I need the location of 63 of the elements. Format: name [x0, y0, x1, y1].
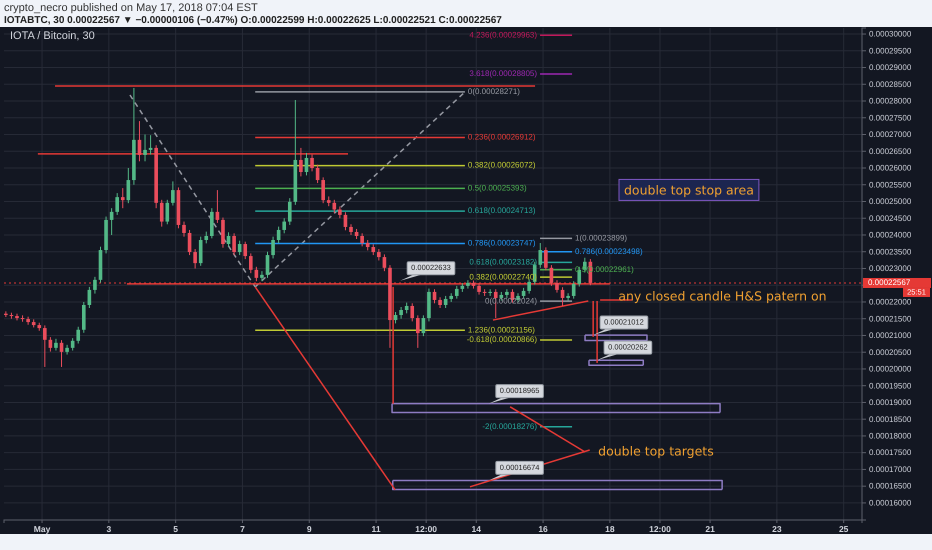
annotation: any closed candle H&S patern on — [618, 288, 827, 304]
y-tick-label: 0.00022000 — [869, 298, 912, 307]
y-tick-label: 0.00016500 — [869, 482, 912, 491]
y-tick-label: 0.00017000 — [869, 464, 912, 474]
y-tick-label: 0.00029000 — [869, 63, 912, 72]
x-tick-label: 3 — [106, 524, 112, 534]
x-tick-label: May — [34, 524, 51, 534]
y-tick-label: 0.00019500 — [869, 381, 912, 390]
y-tick-label: 0.00025000 — [869, 197, 912, 206]
annotation: double top targets — [598, 443, 714, 458]
series-label: 0.5(0.00025393) — [468, 183, 527, 192]
y-tick-label: 0.00030000 — [869, 30, 912, 39]
y-tick-label: 0.00024500 — [869, 214, 912, 223]
y-tick-label: 0.00019000 — [869, 398, 912, 407]
series-label: -0.618(0.00020866) — [466, 335, 538, 344]
y-tick-label: 0.00021500 — [869, 314, 912, 324]
x-tick-label: 14 — [472, 524, 482, 534]
series-label: 0.786(0.00023747) — [468, 238, 536, 248]
y-tick-label: 0.00027000 — [869, 130, 912, 140]
x-tick-label: 25 — [838, 524, 849, 534]
y-tick-label: 0.00028500 — [869, 80, 912, 89]
x-tick-label: 7 — [240, 524, 246, 534]
y-tick-label: 0.00026500 — [869, 146, 912, 156]
y-tick-label: 0.00017500 — [869, 448, 912, 458]
chart-subtitle: crypto_necro published on May 17, 2018 07:04 EST — [4, 2, 258, 14]
y-tick-label: 0.00026000 — [869, 164, 912, 173]
x-tick-label: 9 — [306, 524, 312, 534]
x-tick-label: 11 — [372, 524, 381, 534]
y-tick-label: 0.00021000 — [869, 331, 912, 340]
series-label: 0.382(0.00026072) — [468, 160, 536, 170]
x-tick-label: 5 — [173, 524, 178, 534]
ref-line-label: 0.00022567 — [868, 278, 911, 288]
series-label: 0.618(0.00024713) — [468, 206, 536, 216]
x-tick-label: 12:00 — [649, 524, 672, 534]
y-tick-label: 0.00023500 — [869, 247, 912, 256]
series-label: 1.236(0.00021156) — [468, 325, 536, 334]
y-tick-label: 0.00020000 — [869, 364, 912, 374]
x-tick-label: 18 — [605, 524, 615, 534]
y-tick-label: 0.00018000 — [869, 431, 912, 440]
y-tick-label: 0.00028000 — [869, 96, 912, 106]
y-tick-label: 0.00016000 — [869, 498, 912, 508]
chart-title: IOTA / Bitcoin, 30 — [10, 30, 95, 42]
y-tick-label: 0.00020500 — [869, 348, 912, 357]
x-tick-label: 16 — [538, 524, 548, 534]
y-tick-label: 0.00018500 — [869, 414, 912, 424]
series-label: 4.236(0.00029963) — [469, 30, 538, 40]
series-label: 0(0.00028271) — [468, 87, 520, 96]
series-label: 0.236(0.00026912) — [468, 132, 536, 142]
x-tick-label: 12:00 — [415, 524, 438, 534]
text: IOTABTC, 30 0.00022567 ▼ −0.00000106 (−0.47%) O:0.00022599 H:0.00022625 L:0.00022521 C:0.00022567 — [4, 15, 502, 26]
series-label: -2(0.00018276) — [482, 422, 538, 431]
y-tick-label: 0.00025500 — [869, 180, 912, 190]
x-tick-label: 23 — [772, 524, 782, 534]
y-tick-label: 0.00029500 — [869, 46, 912, 56]
y-tick-label: 0.00027500 — [869, 113, 912, 122]
x-tick-label: 21 — [705, 524, 716, 534]
y-tick-label: 0.00024000 — [869, 230, 912, 240]
annotation: double top stop area — [624, 182, 754, 198]
series-label: 1(0.00023899) — [575, 233, 628, 242]
series-label: 0.786(0.00023498) — [575, 246, 644, 256]
series-label: 0.618(0.00023182) — [469, 257, 538, 266]
y-tick-label: 0.00023000 — [869, 264, 912, 274]
series-label: 3.618(0.00028805) — [469, 69, 538, 78]
